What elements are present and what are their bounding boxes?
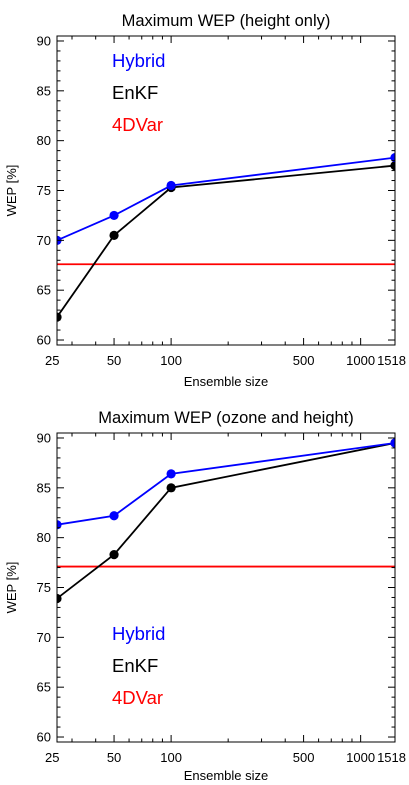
- series-line-enkf: [57, 164, 395, 318]
- y-axis-label: WEP [%]: [4, 165, 19, 217]
- y-tick-label: 80: [37, 530, 51, 545]
- plot-frame: [56, 432, 396, 743]
- y-tick-label: 70: [37, 630, 51, 645]
- series-line-hybrid: [57, 442, 395, 526]
- y-axis-label: WEP [%]: [4, 562, 19, 614]
- chart-title: Maximum WEP (height only): [122, 12, 331, 30]
- y-tick-label: 85: [37, 480, 51, 495]
- plot-frame: [56, 35, 396, 346]
- y-tick-label: 70: [37, 233, 51, 248]
- series-line-hybrid: [57, 156, 395, 242]
- data-point-hybrid: [166, 469, 176, 479]
- y-tick-label: 60: [37, 730, 51, 745]
- y-tick-label: 65: [37, 283, 51, 298]
- plot-area: [57, 438, 395, 604]
- data-point-enkf: [109, 550, 119, 560]
- data-point-enkf: [57, 312, 62, 322]
- y-tick-label: 90: [37, 33, 51, 48]
- x-tick-label: 50: [107, 353, 121, 368]
- x-tick-label: 25: [45, 750, 59, 765]
- data-point-hybrid: [57, 520, 62, 530]
- y-tick-label: 90: [37, 430, 51, 445]
- x-axis-label: Ensemble size: [184, 374, 269, 389]
- data-point-enkf: [109, 230, 119, 240]
- x-tick-label: 1000: [346, 750, 375, 765]
- series-line-enkf: [57, 442, 395, 600]
- x-tick-label: 100: [160, 750, 182, 765]
- data-point-hybrid: [109, 210, 119, 221]
- x-tick-label: 500: [293, 750, 315, 765]
- y-tick-label: 75: [37, 580, 51, 595]
- x-tick-label: 50: [107, 750, 121, 765]
- data-point-hybrid: [390, 438, 395, 448]
- x-tick-label: 1000: [346, 353, 375, 368]
- x-tick-label: 100: [160, 353, 182, 368]
- data-point-hybrid: [109, 511, 119, 521]
- data-point-hybrid: [166, 180, 176, 191]
- legend-entry-hybrid: Hybrid: [112, 50, 165, 71]
- data-point-hybrid: [390, 153, 395, 163]
- y-tick-label: 75: [37, 183, 51, 198]
- y-tick-label: 65: [37, 680, 51, 695]
- x-tick-label: 25: [45, 353, 59, 368]
- chart-title: Maximum WEP (ozone and height): [98, 409, 354, 427]
- x-tick-label: 1518: [377, 750, 406, 765]
- chart-1: Maximum WEP (height only) Ensemble size WE…: [4, 12, 406, 389]
- x-tick-label: 500: [293, 353, 315, 368]
- data-point-enkf: [166, 483, 176, 493]
- legend-entry-hybrid: Hybrid: [112, 623, 165, 644]
- x-tick-label: 1518: [377, 353, 406, 368]
- x-axis-label: Ensemble size: [184, 768, 269, 783]
- legend-entry-4dvar: 4DVar: [112, 114, 163, 135]
- legend-entry-enkf: EnKF: [112, 655, 158, 676]
- data-point-enkf: [390, 160, 395, 171]
- y-tick-label: 85: [37, 83, 51, 98]
- data-point-enkf: [57, 593, 62, 604]
- plot-area: [57, 153, 395, 322]
- y-tick-label: 80: [37, 133, 51, 148]
- y-tick-label: 60: [37, 333, 51, 348]
- legend-entry-enkf: EnKF: [112, 82, 158, 103]
- chart-2: Maximum WEP (ozone and height) Ensemble s…: [4, 409, 406, 783]
- legend-entry-4dvar: 4DVar: [112, 687, 163, 708]
